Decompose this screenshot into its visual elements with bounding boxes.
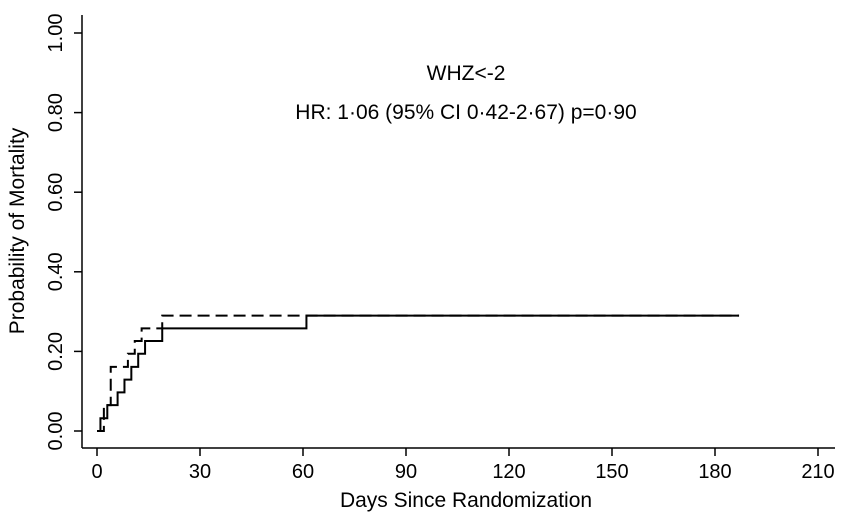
x-axis-title: Days Since Randomization [340, 489, 592, 512]
km-curve-solid [97, 314, 740, 432]
plot-area: 0.00 0.20 0.40 0.60 0.80 1.00 0 30 60 90 120 150 18… [45, 14, 835, 483]
y-tick-label: 0.60 [45, 173, 67, 212]
y-tick-label: 0.20 [45, 332, 67, 371]
y-ticks: 0.00 0.20 0.40 0.60 0.80 1.00 [45, 14, 82, 451]
y-tick-label: 0.00 [45, 412, 67, 451]
x-tick-label: 30 [189, 461, 211, 483]
x-ticks: 0 30 60 90 120 150 180 210 [91, 448, 835, 483]
x-tick-label: 180 [698, 461, 731, 483]
x-tick-label: 0 [91, 461, 102, 483]
y-tick-label: 0.40 [45, 252, 67, 291]
x-tick-label: 90 [395, 461, 417, 483]
x-tick-label: 150 [595, 461, 628, 483]
series-layer [97, 314, 740, 432]
y-tick-label: 0.80 [45, 93, 67, 132]
annotation-group: WHZ<-2 [427, 62, 506, 85]
y-tick-label: 1.00 [45, 14, 67, 53]
annotation-hazard-ratio: HR: 1·06 (95% CI 0·42-2·67) p=0·90 [295, 101, 636, 124]
km-curve-dashed [97, 314, 740, 432]
x-tick-label: 120 [492, 461, 525, 483]
y-axis-title: Probability of Mortality [6, 127, 29, 334]
x-tick-label: 210 [801, 461, 834, 483]
x-tick-label: 60 [292, 461, 314, 483]
